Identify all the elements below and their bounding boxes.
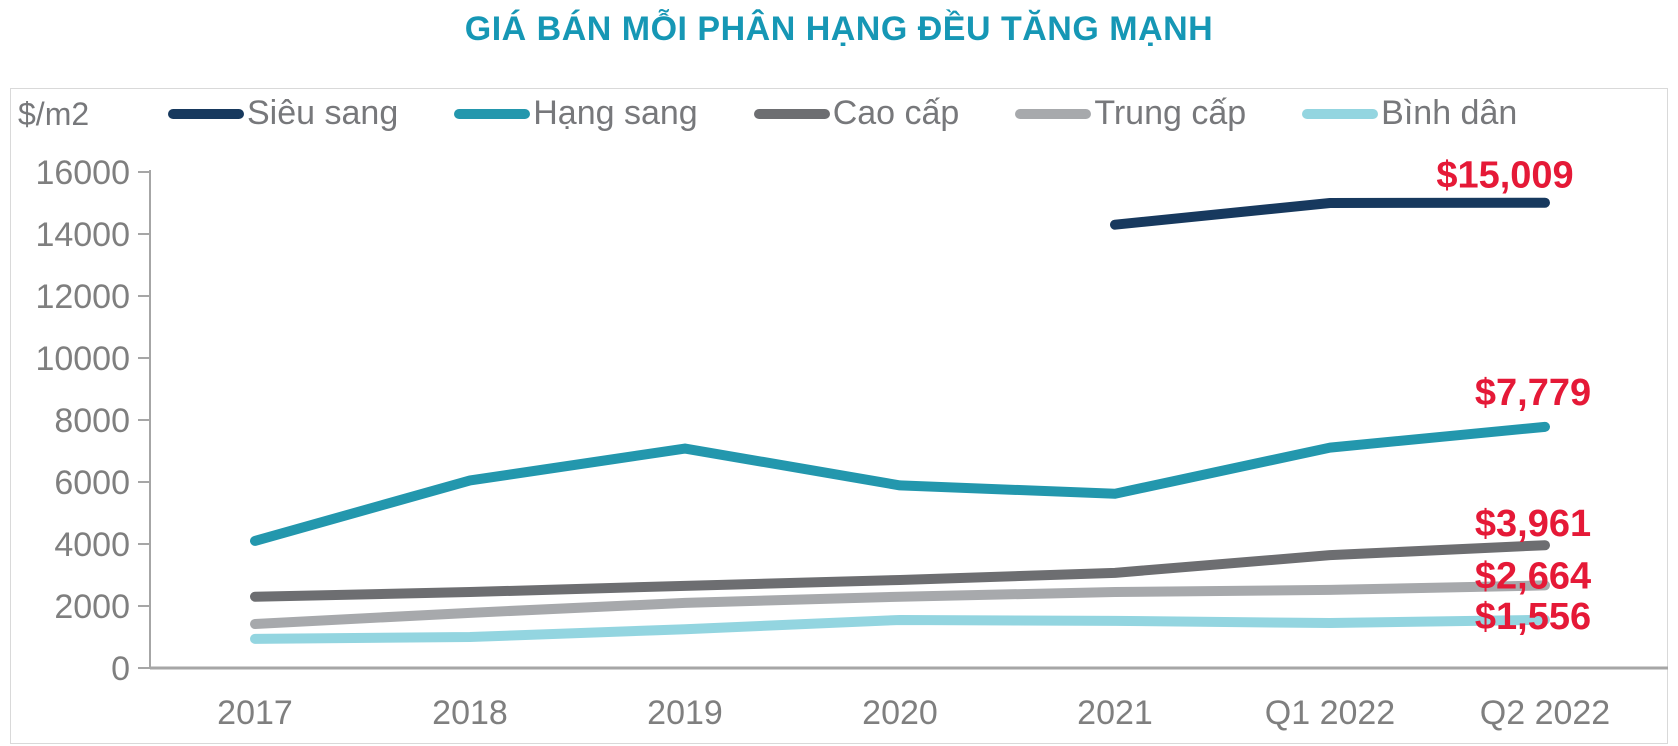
y-axis-tick-label: 0 xyxy=(111,650,130,688)
legend-item-2: Hạng sang xyxy=(454,94,698,133)
x-axis-label: 2018 xyxy=(432,694,508,732)
legend-swatch-icon xyxy=(1015,108,1092,119)
legend-label: Trung cấp xyxy=(1094,94,1247,132)
legend-swatch-icon xyxy=(1302,108,1379,119)
legend-item-1: Siêu sang xyxy=(168,94,398,133)
legend-item-4: Trung cấp xyxy=(1015,94,1246,133)
y-axis-tick-label: 16000 xyxy=(35,154,130,192)
x-axis-label: 2017 xyxy=(217,694,293,732)
series-line-5 xyxy=(250,614,1550,644)
data-label-4: $2,664 xyxy=(1475,555,1591,597)
x-axis-label: 2020 xyxy=(862,694,938,732)
y-axis-tick-label: 4000 xyxy=(54,526,130,564)
x-axis-label: 2021 xyxy=(1077,694,1153,732)
chart-legend: Siêu sang Hạng sang Cao cấp Trung cấp Bình d… xyxy=(168,94,1517,133)
y-axis-tick-label: 14000 xyxy=(35,216,130,254)
y-axis-tick-label: 10000 xyxy=(35,340,130,378)
chart-title: GIÁ BÁN MỖI PHÂN HẠNG ĐỀU TĂNG MẠNH xyxy=(464,10,1214,48)
series-line-3 xyxy=(250,540,1550,602)
y-axis-unit-label: $/m2 xyxy=(18,96,90,132)
legend-item-3: Cao cấp xyxy=(753,94,960,133)
legend-swatch-icon xyxy=(454,108,531,119)
data-label-1: $15,009 xyxy=(1436,155,1573,197)
legend-label: Hạng sang xyxy=(533,94,698,132)
x-axis-label: 2019 xyxy=(647,694,723,732)
x-axis-label: Q1 2022 xyxy=(1265,694,1395,732)
series-line-4 xyxy=(250,580,1550,629)
legend-label: Siêu sang xyxy=(247,94,399,132)
data-label-5: $1,556 xyxy=(1475,596,1591,638)
data-label-3: $3,961 xyxy=(1475,503,1591,545)
legend-swatch-icon xyxy=(753,108,830,119)
series-line-2 xyxy=(250,421,1550,546)
y-axis-tick-label: 12000 xyxy=(35,278,130,316)
legend-swatch-icon xyxy=(168,108,244,119)
x-axis-label: Q2 2022 xyxy=(1480,694,1610,732)
y-axis-tick-label: 2000 xyxy=(54,588,130,626)
y-axis-tick-label: 6000 xyxy=(54,464,130,502)
legend-label: Bình dân xyxy=(1381,94,1518,132)
legend-item-5: Bình dân xyxy=(1302,94,1517,133)
y-axis-tick-label: 8000 xyxy=(54,402,130,440)
legend-label: Cao cấp xyxy=(832,94,960,132)
data-label-2: $7,779 xyxy=(1475,372,1591,414)
series-line-1 xyxy=(1110,197,1550,230)
